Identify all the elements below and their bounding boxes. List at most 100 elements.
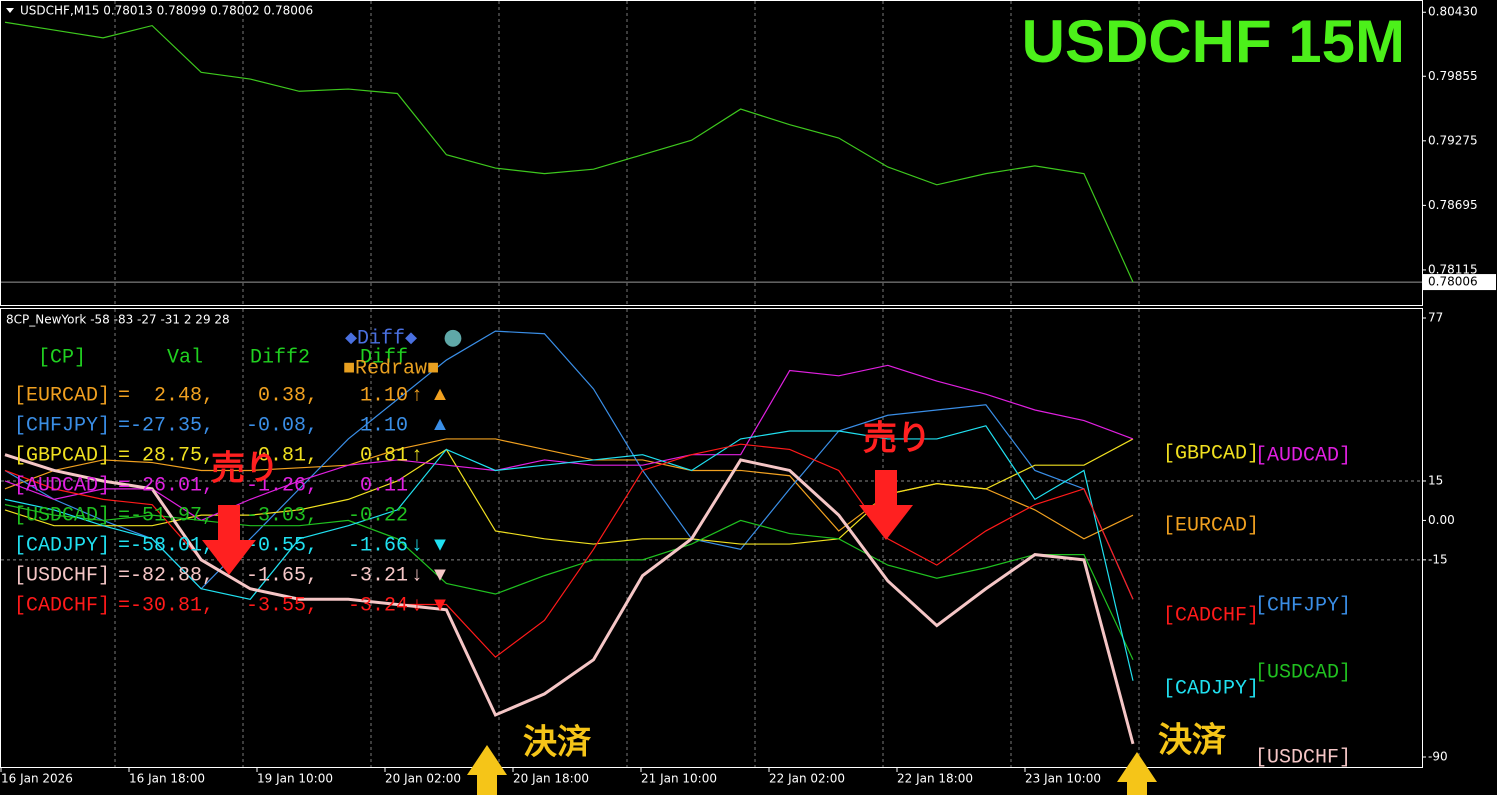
trend-arrow: ↑ xyxy=(411,384,423,407)
table-cell: -1.66 xyxy=(348,534,408,557)
trend-arrow: ↓ xyxy=(411,534,423,557)
table-cell: = xyxy=(118,474,130,497)
last-price-box xyxy=(1423,274,1496,291)
table-cell: = xyxy=(118,414,130,437)
menu-triangle[interactable] xyxy=(6,8,14,13)
table-cell: -3.24 xyxy=(348,594,408,617)
table-cell: [AUDCAD] xyxy=(14,474,110,497)
y-tick-label: -15 xyxy=(1428,552,1448,566)
table-cell: [GBPCAD] xyxy=(14,444,110,467)
trend-mark: ▲ xyxy=(434,384,446,407)
y-tick-label: 0.79855 xyxy=(1428,69,1478,83)
table-cell: [USDCAD] xyxy=(14,504,110,527)
x-tick-label: 23 Jan 10:00 xyxy=(1025,772,1101,786)
diff-button[interactable]: ◆Diff◆ xyxy=(345,327,417,350)
settle-label: 決済 xyxy=(1158,721,1227,761)
legend-entry: [CADJPY] xyxy=(1163,677,1259,700)
toggle-button[interactable]: ● xyxy=(443,325,462,350)
x-tick-label: 19 Jan 10:00 xyxy=(257,772,333,786)
last-price-label: 0.78006 xyxy=(1428,275,1478,289)
trend-mark: ▲ xyxy=(434,414,446,437)
y-tick-label: 0.00 xyxy=(1428,513,1455,527)
x-tick-label: 22 Jan 02:00 xyxy=(769,772,845,786)
table-cell: = xyxy=(118,384,130,407)
table-cell: -30.81, xyxy=(130,594,214,617)
table-header: Val xyxy=(167,346,203,369)
redraw-button[interactable]: ■Redraw■ xyxy=(343,357,439,380)
table-cell: -3.55, xyxy=(246,594,318,617)
table-cell: 1.10 xyxy=(360,414,408,437)
x-tick-label: 22 Jan 18:00 xyxy=(897,772,973,786)
table-cell: 2.48, xyxy=(154,384,214,407)
indicator-title: 8CP_NewYork -58 -83 -27 -31 2 29 28 xyxy=(6,313,230,327)
table-cell: [CHFJPY] xyxy=(14,414,110,437)
table-cell: -0.08, xyxy=(246,414,318,437)
table-cell: [EURCAD] xyxy=(14,384,110,407)
x-tick-label: 20 Jan 18:00 xyxy=(513,772,589,786)
table-cell: = xyxy=(118,594,130,617)
table-header: Diff xyxy=(360,346,408,369)
table-cell: -58.01, xyxy=(130,534,214,557)
series-line xyxy=(4,438,1134,545)
price-panel-frame xyxy=(0,0,1423,306)
y-tick-label: 0.80430 xyxy=(1428,5,1478,19)
table-cell: [USDCHF] xyxy=(14,564,110,587)
legend-entry: [CADCHF] xyxy=(1163,604,1259,627)
series-line xyxy=(4,425,1134,681)
legend-entry: [GBPCAD] xyxy=(1163,442,1259,465)
y-tick-label: 0.78115 xyxy=(1428,262,1478,276)
trend-mark: ▼ xyxy=(434,564,446,587)
table-cell: -1.26, xyxy=(246,474,318,497)
x-tick-label: 20 Jan 02:00 xyxy=(385,772,461,786)
x-tick-label: 21 Jan 10:00 xyxy=(641,772,717,786)
table-cell: 0.11 xyxy=(360,474,408,497)
y-tick-label: 15 xyxy=(1428,473,1443,487)
table-cell: 28.75, xyxy=(142,444,214,467)
table-cell: 26.01, xyxy=(142,474,214,497)
table-cell: -51.97, xyxy=(130,504,214,527)
table-cell: -0.55, xyxy=(246,534,318,557)
trend-arrow: ↑ xyxy=(411,444,423,467)
trend-arrow: ↓ xyxy=(411,594,423,617)
legend-entry: [CHFJPY] xyxy=(1255,594,1351,617)
table-cell: -82.88, xyxy=(130,564,214,587)
table-cell: -27.35, xyxy=(130,414,214,437)
y-tick-label: 0.78695 xyxy=(1428,198,1478,212)
trend-mark: ▼ xyxy=(434,534,446,557)
y-tick-label: 0.79275 xyxy=(1428,133,1478,147)
table-cell: -0.22 xyxy=(348,504,408,527)
sell-arrow xyxy=(859,470,913,540)
series-line xyxy=(4,504,1134,660)
sell-arrow xyxy=(202,505,256,575)
table-cell: -3.03, xyxy=(246,504,318,527)
trend-mark: ▼ xyxy=(434,594,446,617)
legend-entry: [AUDCAD] xyxy=(1255,444,1351,467)
table-cell: = xyxy=(118,534,130,557)
x-tick-label: 16 Jan 18:00 xyxy=(129,772,205,786)
settle-label: 決済 xyxy=(523,723,592,763)
table-cell: = xyxy=(118,564,130,587)
trend-arrow: ↓ xyxy=(411,564,423,587)
table-cell: -3.21 xyxy=(348,564,408,587)
table-cell: = xyxy=(118,504,130,527)
sell-label: 売り xyxy=(863,419,931,459)
table-cell: -1.65, xyxy=(246,564,318,587)
series-line xyxy=(4,21,1134,283)
table-cell: = xyxy=(118,444,130,467)
x-tick-label: 16 Jan 2026 xyxy=(1,772,73,786)
price-title: USDCHF,M15 0.78013 0.78099 0.78002 0.780… xyxy=(20,4,313,18)
indicator-panel-frame xyxy=(0,308,1423,768)
legend-entry: [USDCHF] xyxy=(1255,746,1351,769)
settle-arrow xyxy=(467,745,507,795)
y-tick-label: -90 xyxy=(1428,750,1448,764)
table-header: Diff2 xyxy=(250,346,310,369)
table-cell: 0.81 xyxy=(360,444,408,467)
sell-label: 売り xyxy=(211,449,279,489)
table-cell: [CADJPY] xyxy=(14,534,110,557)
series-line xyxy=(4,453,1135,745)
settle-arrow xyxy=(1117,752,1157,795)
table-cell: [CADCHF] xyxy=(14,594,110,617)
